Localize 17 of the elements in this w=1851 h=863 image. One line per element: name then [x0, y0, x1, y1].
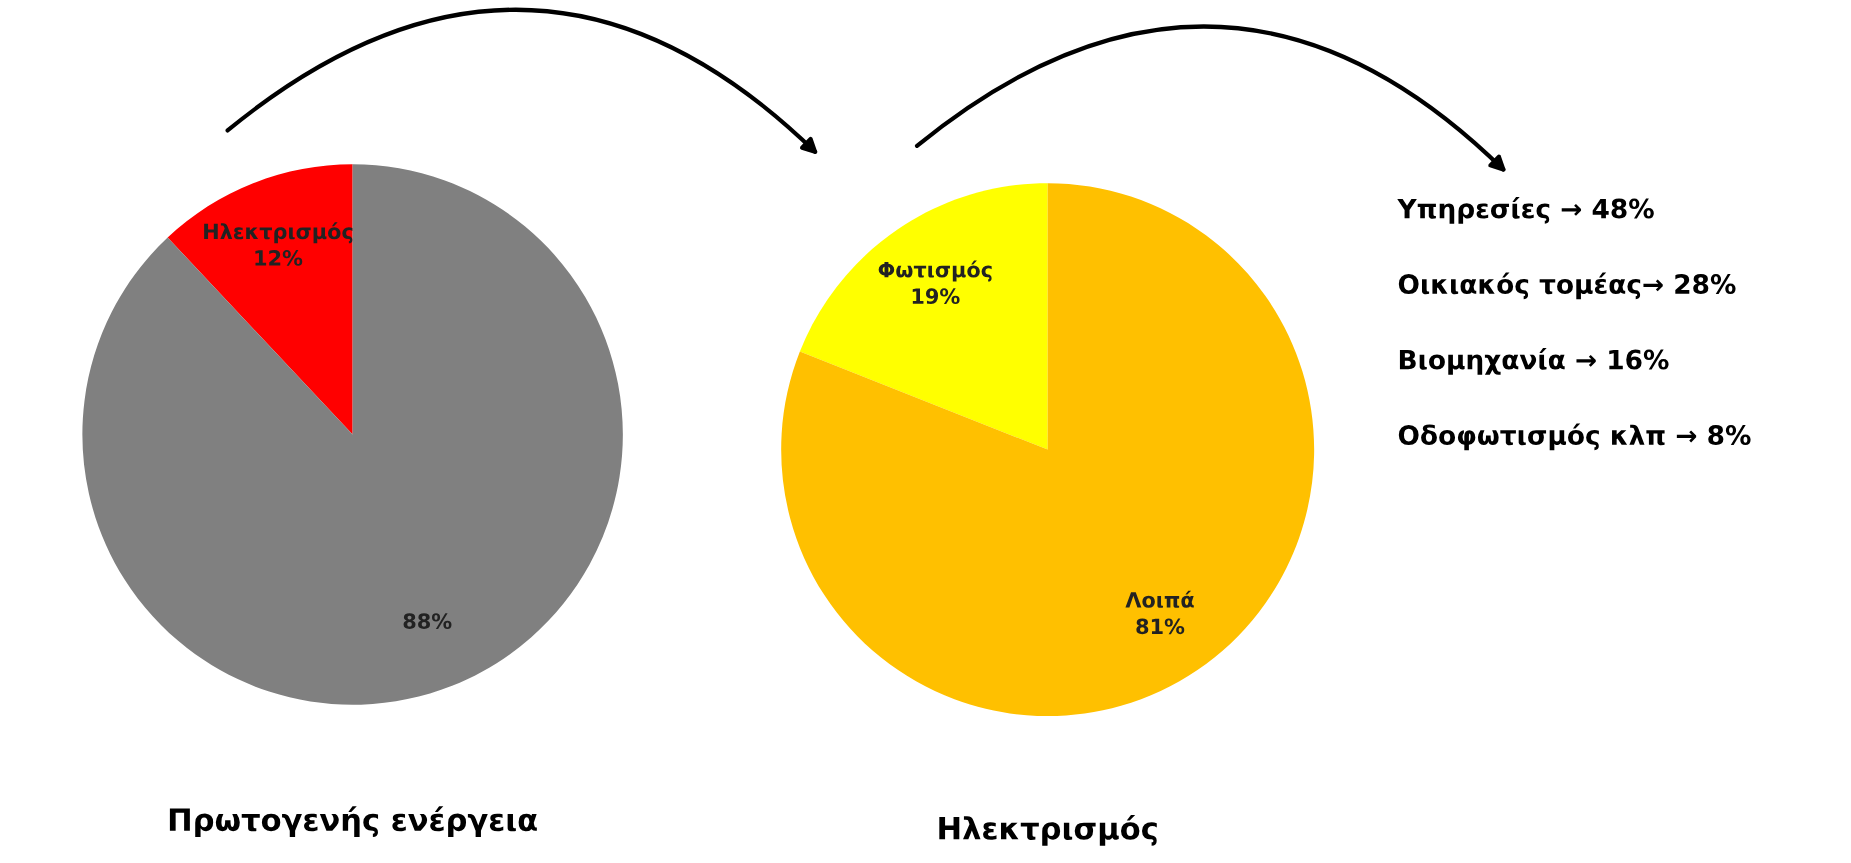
pie-slice: [799, 183, 1048, 450]
data-label: 12%: [255, 250, 303, 266]
text: Ηλεκτρισμός: [939, 814, 1157, 846]
slice-label: Λοιπά: [1125, 590, 1194, 608]
text: Οικιακός τομέας→ 28%: [1398, 272, 1736, 300]
data-label: 19%: [912, 288, 960, 305]
text: Υπηρεσίες → 48%: [1397, 197, 1654, 224]
slice-label: Φωτισμός: [878, 260, 992, 282]
pie-slice: [167, 164, 353, 435]
text: Πρωτογενής ενέργεια: [169, 806, 537, 838]
pie-slice: [82, 164, 623, 705]
data-label: 88%: [403, 613, 452, 630]
data-label: 81%: [1136, 618, 1185, 635]
pie-slice: [781, 183, 1315, 717]
text: Οδοφωτισμός κλπ → 8%: [1398, 423, 1751, 451]
slice-label: Ηλεκτρισμός: [204, 222, 353, 244]
text: Βιομηχανία → 16%: [1399, 348, 1669, 375]
